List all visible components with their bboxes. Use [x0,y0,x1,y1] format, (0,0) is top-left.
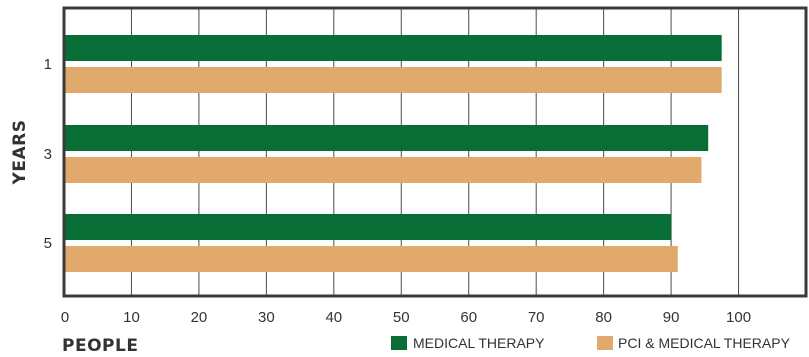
x-tick-label-100: 100 [726,309,751,326]
bar-pci-medical-therapy-year-3 [64,157,702,183]
y-tick-label-5: 5 [44,235,52,252]
x-tick-label-90: 90 [663,309,680,326]
y-tick-label-1: 1 [44,56,52,73]
x-tick-label-60: 60 [460,309,477,326]
y-tick-label-3: 3 [44,146,52,163]
bar-pci-medical-therapy-year-1 [64,67,722,93]
x-axis-title: PEOPLE [62,336,138,356]
x-tick-label-70: 70 [528,309,545,326]
legend-label-pci-medical-therapy: PCI & MEDICAL THERAPY [618,335,791,351]
x-tick-label-0: 0 [61,309,69,326]
x-tick-label-50: 50 [393,309,410,326]
legend-label-medical-therapy: MEDICAL THERAPY [413,335,545,351]
legend-swatch-medical-therapy [391,336,407,350]
x-tick-label-10: 10 [123,309,140,326]
x-tick-labels: 0 10 20 30 40 50 60 70 80 90 100 [61,309,751,326]
x-tick-label-80: 80 [595,309,612,326]
legend: MEDICAL THERAPY PCI & MEDICAL THERAPY [391,335,791,351]
x-tick-label-30: 30 [258,309,275,326]
bar-medical-therapy-year-1 [64,35,722,61]
bar-medical-therapy-year-3 [64,125,709,151]
bars [64,35,722,272]
y-tick-labels: 1 3 5 [44,56,52,252]
bar-pci-medical-therapy-year-5 [64,246,678,272]
y-axis-title: YEARS [10,120,30,186]
x-tick-label-40: 40 [325,309,342,326]
x-tick-label-20: 20 [191,309,208,326]
legend-swatch-pci-medical-therapy [597,336,613,350]
bar-medical-therapy-year-5 [64,214,672,240]
plot-frame [62,6,808,298]
